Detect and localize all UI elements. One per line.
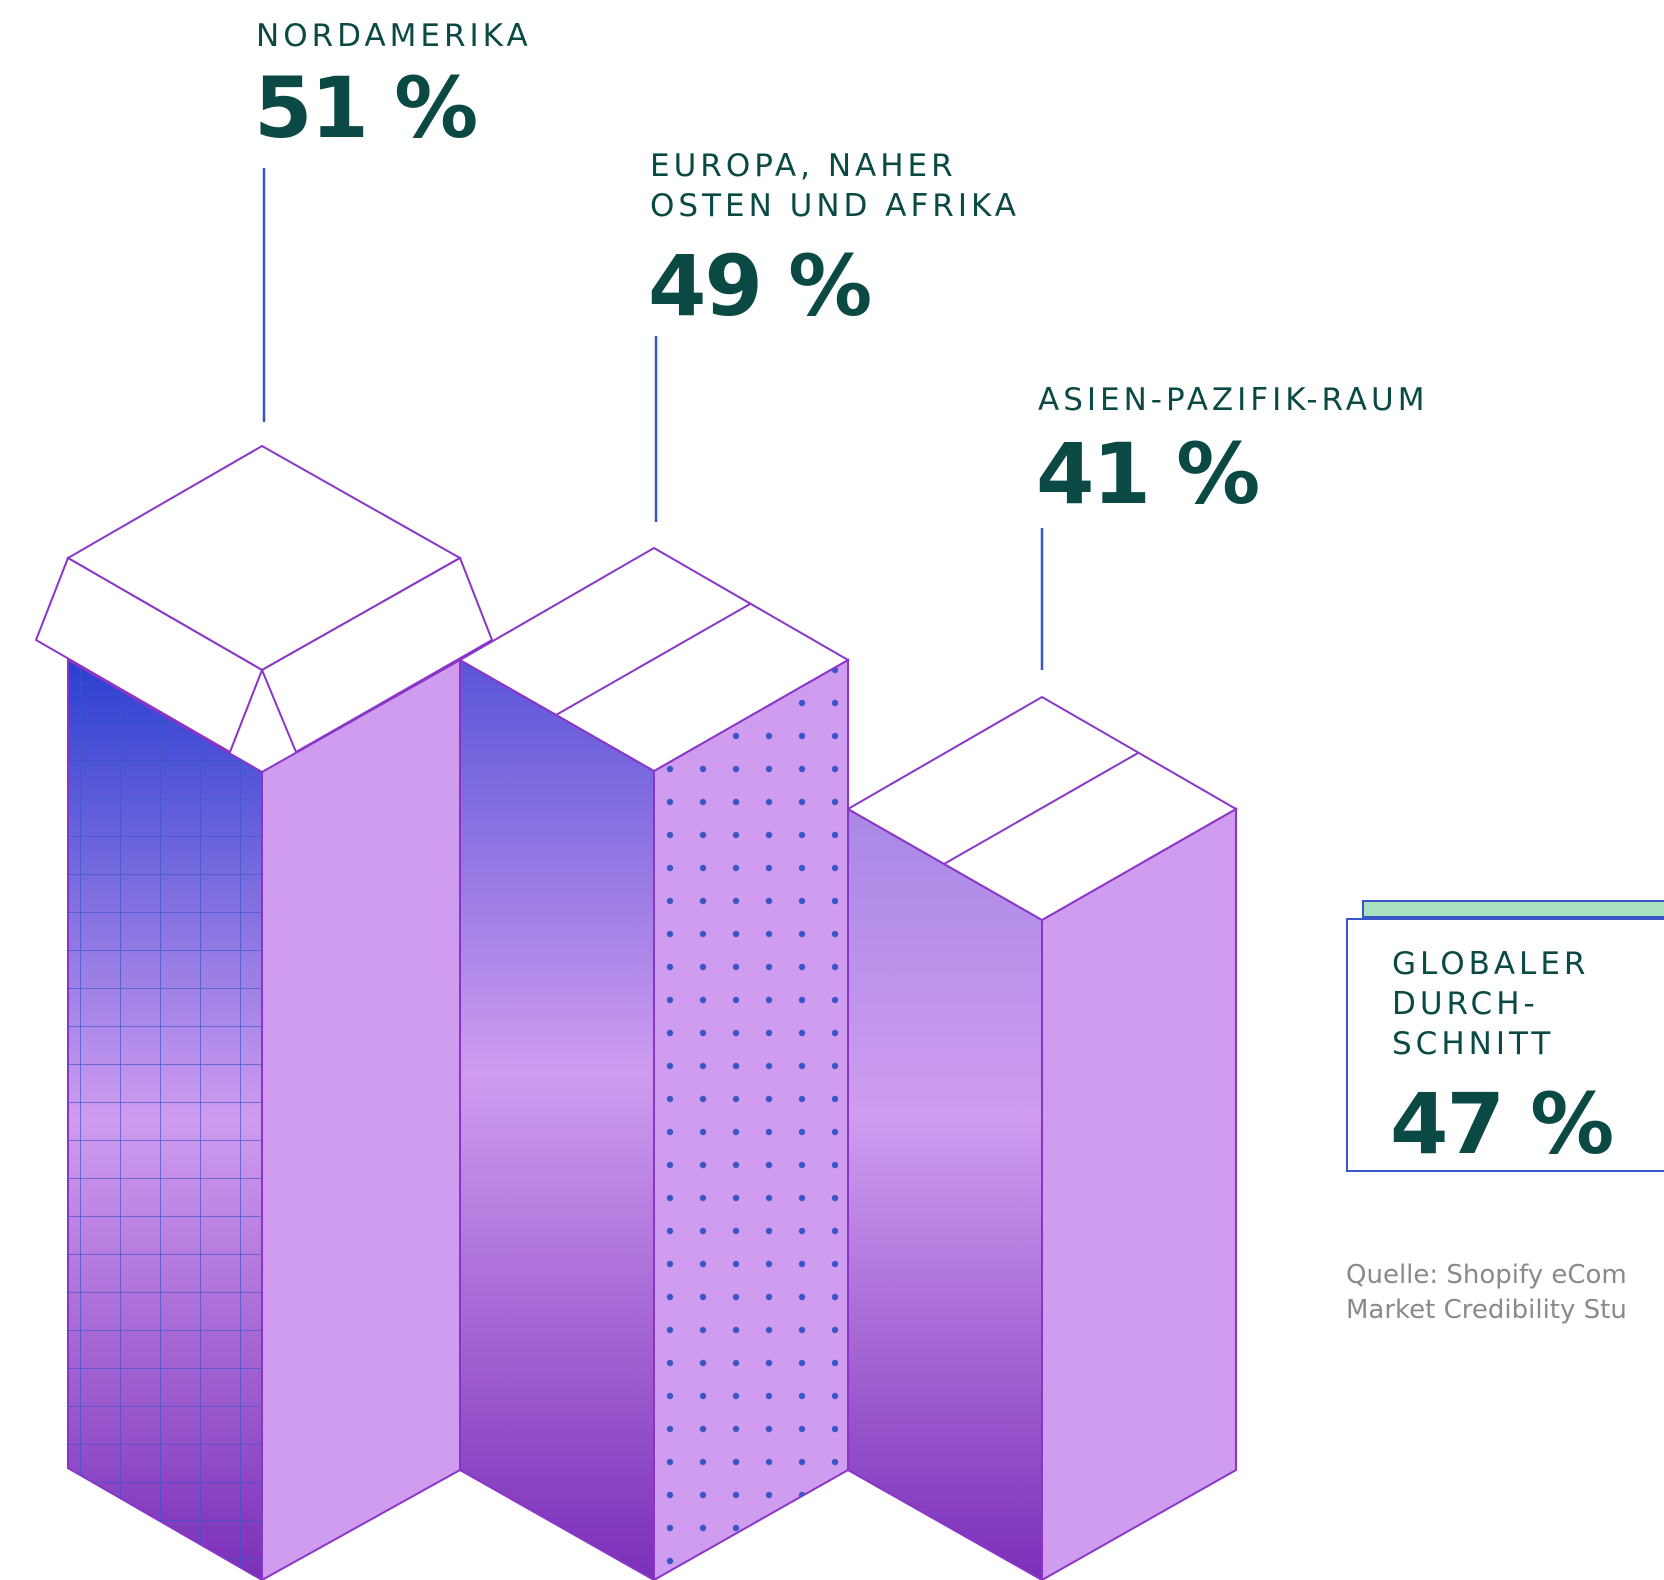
bar-asien-pazifik (845, 695, 1239, 1580)
value-label-europa: 49 % (648, 237, 872, 335)
category-label-asien: ASIEN-PAZIFIK-RAUM (1038, 382, 1429, 418)
source-note: Quelle: Shopify eCom Market Credibility … (1346, 1260, 1627, 1325)
value-label-nordamerika: 51 % (254, 59, 478, 157)
average-card: GLOBALER DURCH- SCHNITT 47 % (1346, 918, 1664, 1172)
category-label-europa: EUROPA, NAHER OSTEN UND AFRIKA (650, 148, 1020, 224)
bar-nordamerika (34, 444, 494, 1580)
average-card-shadow (1362, 900, 1664, 918)
average-label: GLOBALER DURCH- SCHNITT (1392, 946, 1590, 1062)
bar-europa (457, 546, 851, 1580)
average-value: 47 % (1390, 1075, 1614, 1173)
value-label-asien: 41 % (1036, 425, 1260, 523)
category-label-nordamerika: NORDAMERIKA (256, 18, 532, 54)
